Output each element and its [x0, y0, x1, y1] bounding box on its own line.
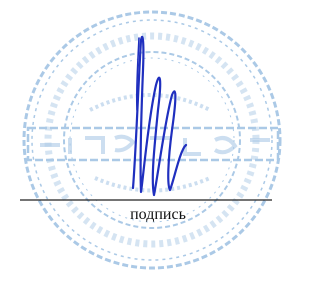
- caption: подпись: [130, 206, 186, 223]
- signature: [133, 37, 186, 195]
- stamp: [24, 12, 280, 268]
- page: подпись (() => { const data = JSON.parse…: [0, 0, 291, 299]
- document: подпись: [0, 0, 291, 299]
